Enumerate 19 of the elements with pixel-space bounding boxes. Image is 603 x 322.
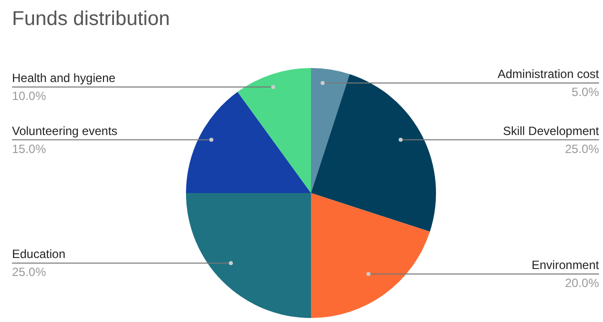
chart-title: Funds distribution: [12, 8, 170, 31]
slice-label: Volunteering events: [12, 124, 118, 138]
data-label: 5.0%: [572, 85, 600, 100]
slice-label: Education: [12, 247, 66, 262]
pie-slice: [238, 68, 311, 193]
slice-label: Skill Development: [502, 124, 600, 138]
data-label: 25.0%: [564, 142, 600, 156]
pie-slice: [186, 92, 311, 193]
slice-label: Environment: [532, 258, 600, 272]
pie-slice: [311, 74, 436, 232]
data-label: 25.0%: [12, 265, 46, 280]
slice-label: Health and hygiene: [12, 70, 116, 85]
pie-slice: [311, 193, 430, 318]
data-label: 10.0%: [12, 88, 46, 103]
pie-slice: [311, 68, 350, 193]
slice-label: Administration cost: [498, 67, 600, 82]
data-label: 20.0%: [564, 276, 600, 290]
data-label: 15.0%: [12, 142, 46, 156]
pie-slice: [186, 193, 311, 318]
